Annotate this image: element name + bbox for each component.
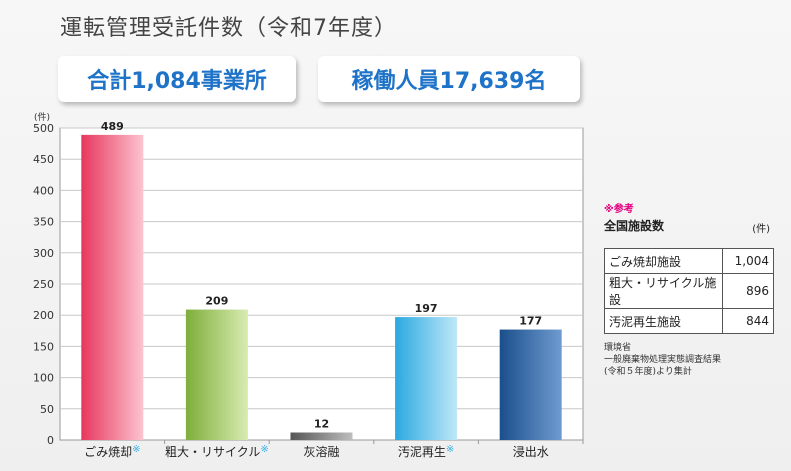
- data-label: 177: [519, 315, 542, 328]
- y-tick-label: 200: [33, 309, 54, 322]
- y-tick-label: 100: [33, 372, 54, 385]
- reference-panel: ※参考 全国施設数 (件) ごみ焼却施設 1,004 粗大・リサイクル施設 89…: [604, 200, 776, 378]
- table-cell-value: 896: [722, 273, 774, 309]
- table-row: ごみ焼却施設 1,004: [604, 248, 774, 274]
- page-title: 運転管理受託件数（令和7年度）: [60, 16, 397, 41]
- x-tick-label: 汚泥再生※: [398, 444, 454, 459]
- bar: [81, 134, 144, 440]
- table-cell-label: ごみ焼却施設: [604, 248, 723, 274]
- staff-count-badge: 稼働人員17,639名: [318, 56, 580, 102]
- y-tick-label: 150: [33, 340, 54, 353]
- source-line: 一般廃棄物処理実態調査結果: [604, 355, 722, 365]
- y-tick-label: 500: [33, 122, 54, 135]
- y-axis-unit-label: (件): [34, 111, 50, 123]
- reference-title: 全国施設数: [604, 219, 665, 233]
- source-note: 環境省 一般廃棄物処理実態調査結果 (令和５年度)より集計: [604, 342, 776, 378]
- source-line: 環境省: [604, 343, 632, 353]
- total-offices-badge: 合計1,084事業所: [58, 56, 296, 102]
- table-cell-label: 汚泥再生施設: [604, 308, 723, 334]
- y-tick-label: 350: [33, 216, 54, 229]
- data-label: 489: [101, 120, 124, 133]
- y-tick-label: 0: [47, 434, 54, 447]
- reference-note: ※参考: [604, 204, 634, 215]
- bar: [290, 432, 353, 440]
- y-tick-label: 50: [40, 403, 54, 416]
- y-tick-label: 300: [33, 247, 54, 260]
- reference-unit: (件): [752, 224, 770, 235]
- bar: [499, 329, 562, 440]
- y-tick-label: 250: [33, 278, 54, 291]
- y-tick-label: 450: [33, 153, 54, 166]
- table-cell-value: 844: [722, 308, 774, 334]
- table-row: 汚泥再生施設 844: [604, 308, 774, 334]
- data-label: 197: [415, 302, 438, 315]
- bar: [395, 317, 458, 440]
- data-label: 12: [314, 418, 329, 431]
- table-row: 粗大・リサイクル施設 896: [604, 273, 774, 309]
- y-tick-label: 400: [33, 184, 54, 197]
- x-tick-label: 粗大・リサイクル※: [165, 444, 269, 459]
- table-cell-value: 1,004: [722, 248, 774, 274]
- x-tick-label: 灰溶融: [303, 444, 339, 459]
- bar: [185, 309, 248, 440]
- x-tick-label: ごみ焼却※: [84, 444, 140, 459]
- data-label: 209: [205, 295, 228, 308]
- table-cell-label: 粗大・リサイクル施設: [604, 273, 723, 309]
- x-tick-label: 浸出水: [513, 445, 549, 459]
- source-line: (令和５年度)より集計: [604, 367, 692, 377]
- reference-table: ごみ焼却施設 1,004 粗大・リサイクル施設 896 汚泥再生施設 844: [604, 248, 774, 334]
